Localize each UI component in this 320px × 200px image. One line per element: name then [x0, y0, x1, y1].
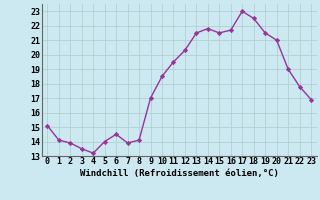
X-axis label: Windchill (Refroidissement éolien,°C): Windchill (Refroidissement éolien,°C): [80, 169, 279, 178]
